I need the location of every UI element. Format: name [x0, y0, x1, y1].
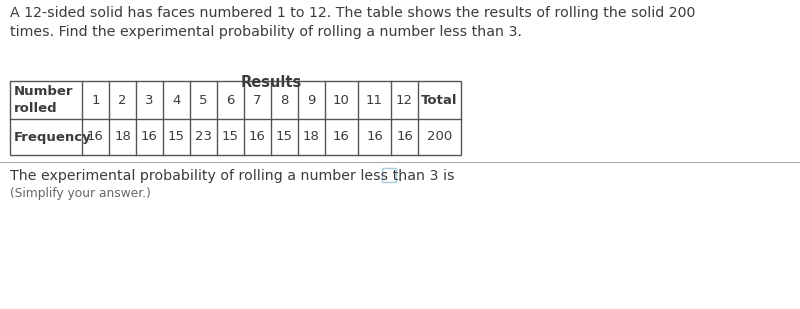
- Text: 11: 11: [366, 94, 383, 107]
- Text: 3: 3: [146, 94, 154, 107]
- Text: 23: 23: [195, 130, 212, 143]
- Text: The experimental probability of rolling a number less than 3 is: The experimental probability of rolling …: [10, 169, 454, 183]
- Text: 7: 7: [254, 94, 262, 107]
- Text: 16: 16: [396, 130, 413, 143]
- Text: 18: 18: [303, 130, 320, 143]
- Text: A 12-sided solid has faces numbered 1 to 12. The table shows the results of roll: A 12-sided solid has faces numbered 1 to…: [10, 6, 695, 39]
- Text: .: .: [398, 170, 402, 184]
- Text: 9: 9: [307, 94, 316, 107]
- Text: 5: 5: [199, 94, 208, 107]
- Text: 12: 12: [396, 94, 413, 107]
- Text: 16: 16: [87, 130, 104, 143]
- Text: 2: 2: [118, 94, 126, 107]
- Bar: [382, 168, 395, 182]
- Text: 15: 15: [168, 130, 185, 143]
- Text: Number
rolled: Number rolled: [14, 85, 74, 115]
- Text: 18: 18: [114, 130, 131, 143]
- Text: 16: 16: [366, 130, 383, 143]
- Text: 16: 16: [249, 130, 266, 143]
- Text: 15: 15: [276, 130, 293, 143]
- Text: Frequency: Frequency: [14, 130, 92, 143]
- Bar: [10, 81, 461, 155]
- Text: (Simplify your answer.): (Simplify your answer.): [10, 187, 151, 200]
- Text: Total: Total: [422, 94, 458, 107]
- Text: 1: 1: [91, 94, 100, 107]
- Text: 8: 8: [280, 94, 289, 107]
- Text: Results: Results: [241, 75, 302, 90]
- Text: 200: 200: [427, 130, 452, 143]
- Text: 6: 6: [226, 94, 234, 107]
- Text: 4: 4: [172, 94, 181, 107]
- Text: 16: 16: [333, 130, 350, 143]
- Text: 15: 15: [222, 130, 239, 143]
- Text: 10: 10: [333, 94, 350, 107]
- Text: 16: 16: [141, 130, 158, 143]
